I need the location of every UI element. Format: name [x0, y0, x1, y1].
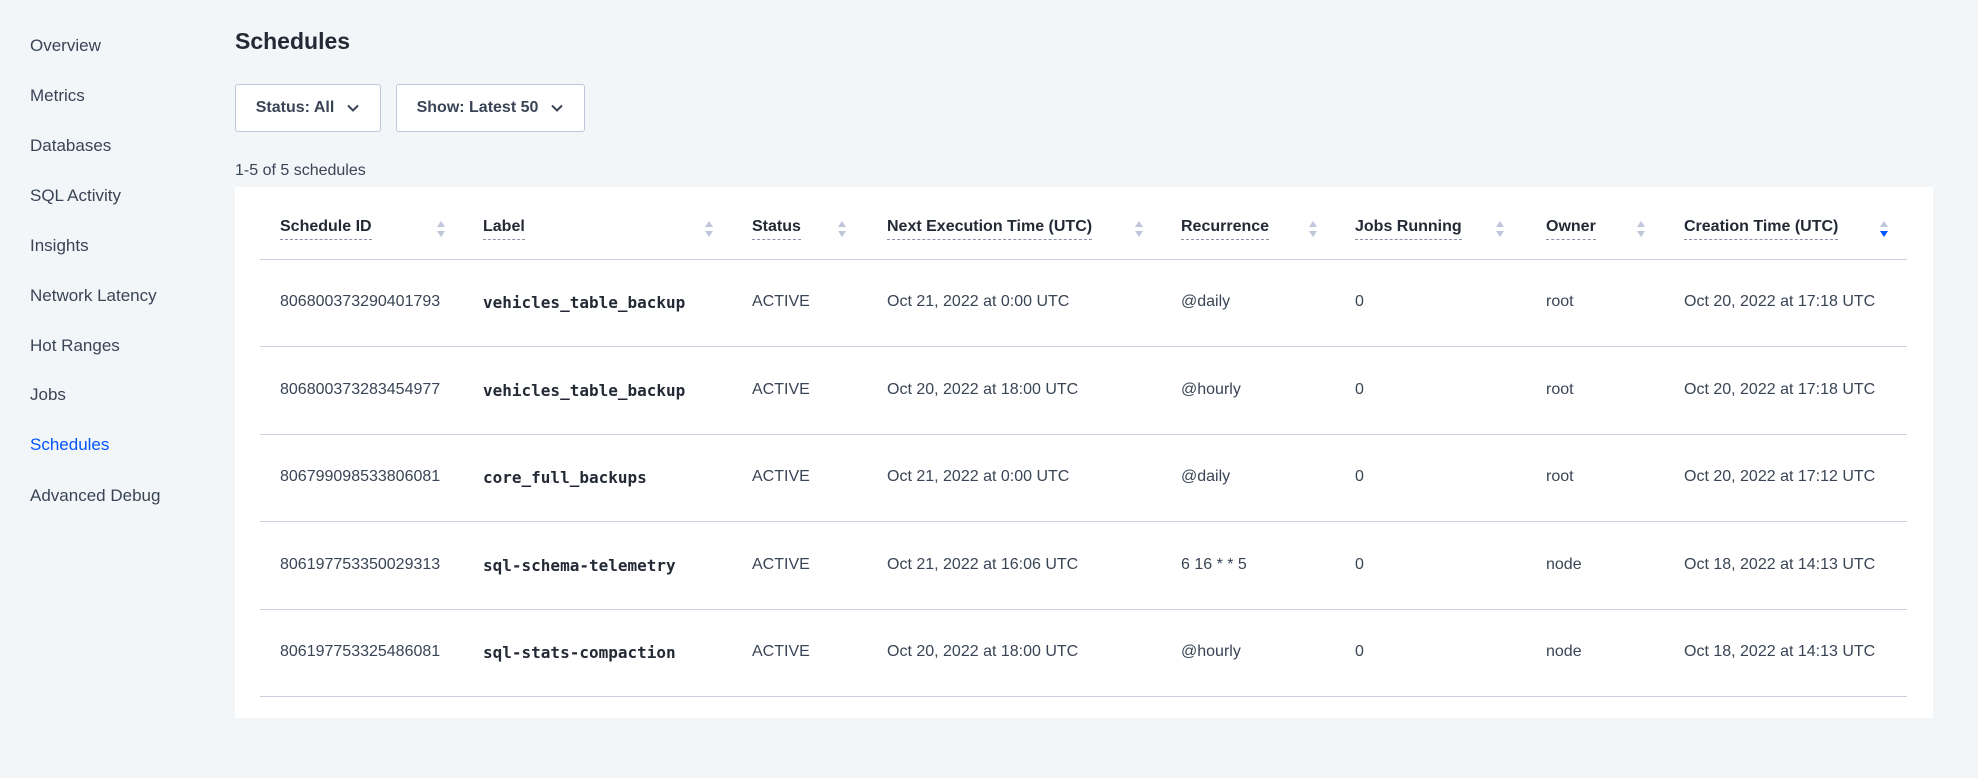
sort-icon[interactable] — [1636, 219, 1646, 239]
cell-creation-time: Oct 18, 2022 at 14:13 UTC — [1684, 643, 1876, 660]
sort-icon[interactable] — [837, 219, 847, 239]
cell-next-execution-time: Oct 21, 2022 at 0:00 UTC — [887, 293, 1070, 310]
status-filter-label: Status: All — [255, 99, 335, 116]
sidebar-item-network-latency[interactable]: Network Latency — [30, 286, 157, 305]
cell-jobs-running: 0 — [1355, 555, 1364, 573]
schedules-table — [235, 187, 1933, 718]
row-divider — [260, 608, 1907, 610]
header-divider — [260, 259, 1907, 260]
cell-owner: root — [1546, 468, 1574, 485]
cell-schedule-id: 806197753325486081 — [280, 643, 441, 660]
cell-owner: root — [1546, 380, 1574, 398]
chevron-down-icon — [551, 104, 564, 112]
cell-owner: root — [1546, 293, 1574, 310]
cell-label: vehicles_table_backup — [483, 380, 686, 400]
cell-jobs-running: 0 — [1355, 380, 1364, 398]
cell-label: core_full_backups — [483, 468, 647, 487]
cell-creation-time: Oct 20, 2022 at 17:12 UTC — [1684, 468, 1876, 485]
cell-next-execution-time: Oct 20, 2022 at 18:00 UTC — [887, 380, 1079, 398]
column-header-recurrence[interactable]: Recurrence — [1181, 218, 1270, 240]
cell-label: sql-schema-telemetry — [483, 555, 676, 575]
column-header-schedule-id[interactable]: Schedule ID — [280, 218, 372, 240]
sidebar-item-jobs[interactable]: Jobs — [30, 385, 66, 404]
column-header-label[interactable]: Label — [483, 218, 525, 240]
cell-jobs-running: 0 — [1355, 293, 1364, 310]
cell-creation-time: Oct 18, 2022 at 14:13 UTC — [1684, 555, 1876, 573]
row-divider — [260, 346, 1907, 347]
sort-icon[interactable] — [704, 219, 714, 239]
cell-status: ACTIVE — [752, 380, 810, 398]
row-divider — [260, 433, 1907, 435]
cell-schedule-id: 806800373283454977 — [280, 380, 441, 398]
cell-status: ACTIVE — [752, 468, 810, 485]
sort-icon[interactable] — [436, 219, 446, 239]
cell-status: ACTIVE — [752, 555, 810, 573]
cell-schedule-id: 806800373290401793 — [280, 293, 441, 310]
result-count: 1-5 of 5 schedules — [235, 162, 366, 179]
status-filter-dropdown[interactable]: Status: All — [235, 84, 381, 132]
cell-label: sql-stats-compaction — [483, 643, 676, 662]
sort-icon[interactable] — [1879, 219, 1889, 239]
cell-status: ACTIVE — [752, 643, 810, 660]
cell-status: ACTIVE — [752, 293, 810, 310]
cell-creation-time: Oct 20, 2022 at 17:18 UTC — [1684, 293, 1876, 310]
cell-recurrence: @daily — [1181, 293, 1231, 310]
column-header-status[interactable]: Status — [752, 218, 801, 240]
show-filter-dropdown[interactable]: Show: Latest 50 — [396, 84, 585, 132]
cell-next-execution-time: Oct 21, 2022 at 0:00 UTC — [887, 468, 1070, 485]
sort-icon[interactable] — [1134, 219, 1144, 239]
sort-icon[interactable] — [1308, 219, 1318, 239]
column-header-creation-time[interactable]: Creation Time (UTC) — [1684, 218, 1839, 240]
sidebar-item-schedules[interactable]: Schedules — [30, 435, 110, 454]
cell-recurrence: @hourly — [1181, 380, 1241, 398]
sort-icon[interactable] — [1495, 219, 1505, 239]
column-header-owner[interactable]: Owner — [1546, 218, 1596, 240]
cell-next-execution-time: Oct 20, 2022 at 18:00 UTC — [887, 643, 1079, 660]
cell-creation-time: Oct 20, 2022 at 17:18 UTC — [1684, 380, 1876, 398]
cell-recurrence: 6 16 * * 5 — [1181, 555, 1247, 573]
sidebar-item-overview[interactable]: Overview — [30, 36, 101, 55]
cell-owner: node — [1546, 555, 1582, 573]
cell-jobs-running: 0 — [1355, 643, 1364, 660]
cell-label: vehicles_table_backup — [483, 293, 686, 312]
sidebar-item-databases[interactable]: Databases — [30, 136, 112, 155]
column-header-jobs-running[interactable]: Jobs Running — [1355, 218, 1462, 240]
cell-schedule-id: 806197753350029313 — [280, 555, 441, 573]
sidebar-item-hot-ranges[interactable]: Hot Ranges — [30, 336, 120, 355]
row-divider — [260, 521, 1907, 522]
cell-recurrence: @hourly — [1181, 643, 1241, 660]
sidebar-item-metrics[interactable]: Metrics — [30, 86, 85, 105]
sidebar-item-advanced-debug[interactable]: Advanced Debug — [30, 486, 161, 505]
column-header-next-execution-time[interactable]: Next Execution Time (UTC) — [887, 218, 1093, 240]
cell-recurrence: @daily — [1181, 468, 1231, 485]
cell-jobs-running: 0 — [1355, 468, 1364, 485]
page-title: Schedules — [235, 28, 351, 54]
cell-owner: node — [1546, 643, 1582, 660]
chevron-down-icon — [347, 104, 359, 112]
sidebar-item-sql-activity[interactable]: SQL Activity — [30, 186, 122, 205]
cell-schedule-id: 806799098533806081 — [280, 468, 441, 485]
sidebar-item-insights[interactable]: Insights — [30, 236, 89, 255]
cell-next-execution-time: Oct 21, 2022 at 16:06 UTC — [887, 555, 1079, 573]
row-divider — [260, 696, 1907, 697]
show-filter-label: Show: Latest 50 — [416, 99, 539, 116]
